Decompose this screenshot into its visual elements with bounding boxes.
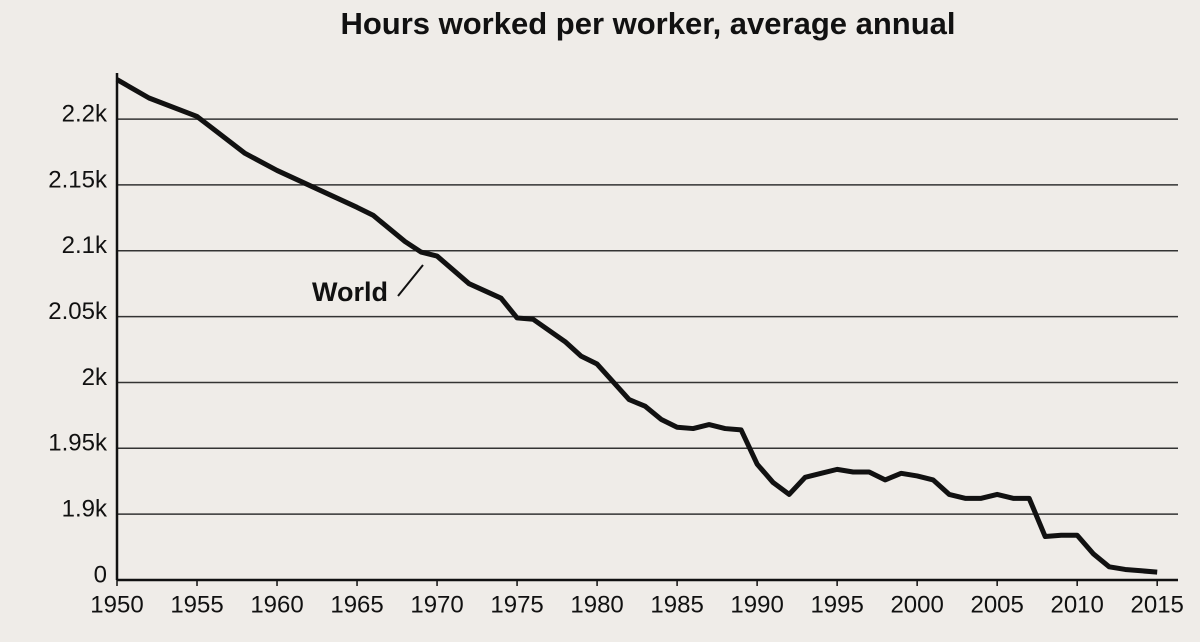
x-tick-label: 1975 <box>490 591 543 618</box>
y-tick-label: 1.95k <box>48 430 108 457</box>
x-tick-label: 1970 <box>410 591 463 618</box>
line <box>115 77 1158 575</box>
y-tick-label: 2k <box>82 364 108 391</box>
x-tick-label: 1960 <box>250 591 303 618</box>
annotation-leader <box>397 264 424 297</box>
y-tick-label: 0 <box>94 561 107 588</box>
x-tick-label: 1965 <box>330 591 383 618</box>
y-tick-label: 2.15k <box>48 166 108 193</box>
x-tick-label: 2000 <box>890 591 943 618</box>
x-tick-label: 1955 <box>170 591 223 618</box>
x-tick-label: 1980 <box>570 591 623 618</box>
chart-title: Hours worked per worker, average annual <box>340 6 955 41</box>
x-tick-label: 2010 <box>1050 591 1103 618</box>
x-tick-label: 1995 <box>810 591 863 618</box>
y-tick-label: 2.05k <box>48 298 108 325</box>
x-tick-label: 1985 <box>650 591 703 618</box>
x-tick-label: 2005 <box>970 591 1023 618</box>
annotation: World <box>312 277 388 307</box>
x-tick-label: 2015 <box>1131 591 1184 618</box>
x-tick-label: 1950 <box>90 591 143 618</box>
y-tick-label: 1.9k <box>62 495 108 522</box>
y-tick-label: 2.1k <box>62 232 108 259</box>
x-tick-label: 1990 <box>730 591 783 618</box>
y-tick-label: 2.2k <box>62 100 108 127</box>
